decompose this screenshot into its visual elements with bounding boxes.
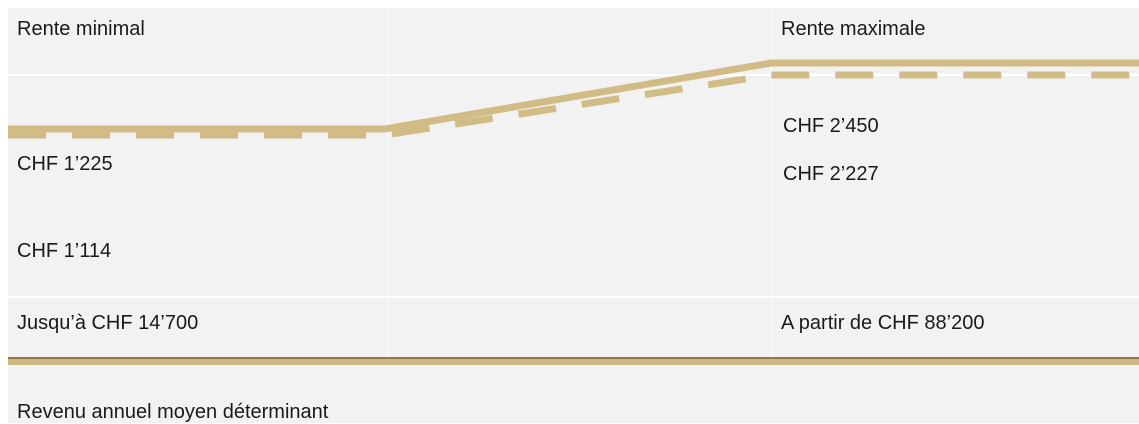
header-max-label: Rente maximale [781, 18, 926, 40]
row-divider-top [8, 74, 1139, 76]
x-axis-label: Revenu annuel moyen déterminant [17, 401, 329, 423]
column-divider-left [388, 8, 389, 356]
data-label-max-solid: CHF 2’450 [783, 115, 879, 137]
x-tick-label-min: Jusqu’à CHF 14’700 [17, 312, 199, 334]
column-divider-right [771, 8, 772, 356]
row-divider-bottom [8, 296, 1139, 298]
data-label-min-dashed: CHF 1’114 [17, 240, 112, 262]
data-label-max-dashed: CHF 2’227 [783, 163, 879, 185]
header-min-label: Rente minimal [17, 18, 145, 40]
data-label-min-solid: CHF 1’225 [17, 153, 113, 175]
x-tick-label-max: A partir de CHF 88’200 [781, 312, 985, 334]
series-line-solid [8, 59, 1139, 133]
x-axis-baseline [8, 357, 1139, 365]
chart-background [8, 8, 1139, 423]
